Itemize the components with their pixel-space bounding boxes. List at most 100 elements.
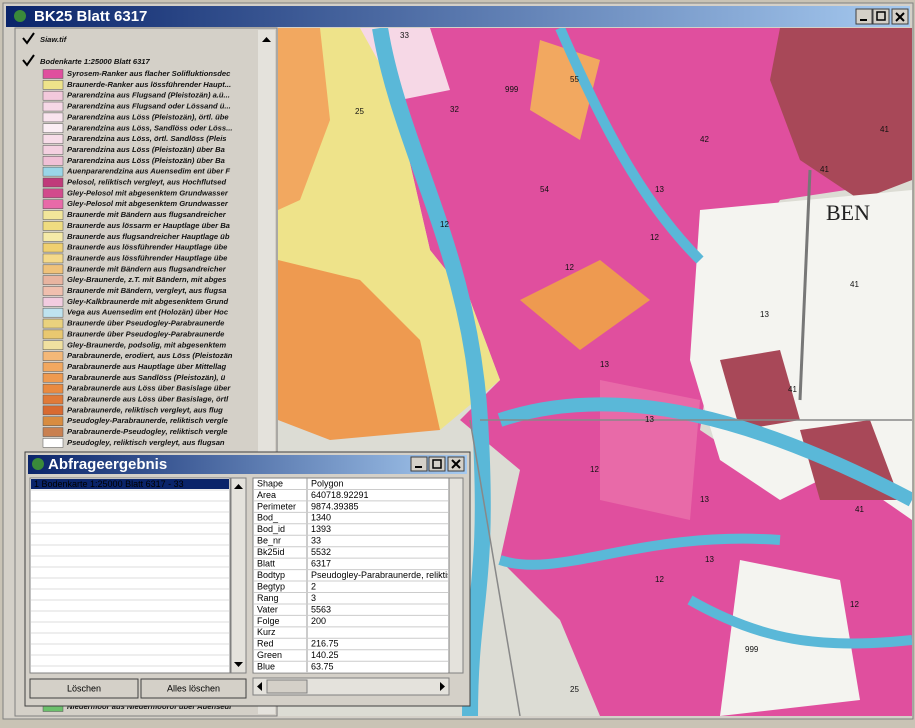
query-dialog: Abfrageergebnis 1 Bodenkarte 1:25000 Bla… [24, 451, 471, 707]
legend-swatch [42, 145, 64, 155]
map-label: 13 [600, 360, 609, 369]
legend-swatch [42, 156, 64, 166]
attribute-value: 5563 [311, 604, 331, 614]
attribute-value: 33 [311, 536, 321, 546]
legend-swatch [42, 123, 64, 133]
legend-swatch [42, 405, 64, 416]
attribute-value: 140.25 [311, 650, 339, 660]
map-label: 42 [700, 135, 709, 144]
map-label: 12 [565, 263, 574, 272]
legend-swatch [42, 210, 64, 220]
attribute-value: 216.75 [311, 639, 339, 649]
attribute-value: 2 [311, 581, 316, 591]
dialog-title-bar [28, 455, 467, 474]
map-label: 13 [705, 555, 714, 564]
legend-swatch [42, 166, 64, 177]
minimize-button[interactable] [855, 8, 873, 25]
map-label: 25 [570, 685, 579, 694]
legend-label: Pseudogley, reliktisch vergleyt, aus flu… [67, 438, 225, 447]
window-controls[interactable] [855, 8, 909, 25]
maximize-button[interactable] [428, 456, 446, 472]
map-label: 55 [570, 75, 579, 84]
attribute-key: Kurz [257, 627, 276, 637]
legend-swatch [42, 232, 64, 242]
table-scrollbar[interactable] [448, 477, 464, 674]
button[interactable] [140, 678, 247, 699]
attribute-value: 6317 [311, 559, 331, 569]
legend-label: Pararendzina aus Löss (Pleistozän) über … [67, 145, 225, 154]
attribute-key: Bodtyp [257, 570, 285, 580]
attribute-value: 3 [311, 593, 316, 603]
legend-label: Parabraunerde aus Sandlöss (Pleistozän),… [67, 373, 226, 382]
legend-swatch [42, 69, 64, 79]
legend-swatch [42, 362, 64, 372]
attribute-key: Vater [257, 604, 278, 614]
minimize-button[interactable] [410, 456, 428, 472]
legend-swatch [42, 80, 64, 90]
button-label[interactable]: Löschen [67, 683, 101, 693]
legend-label: Parabraunerde aus Löss über Basislage, ö… [67, 395, 229, 404]
map-label: 41 [855, 505, 864, 514]
legend-label: Pararendzina aus Flugsand oder Lössand ü… [67, 102, 231, 111]
map-label: 13 [700, 495, 709, 504]
legend-label: Braunerde aus lössarm er Hauptlage über … [67, 221, 230, 230]
legend-label: Braunerde mit Bändern, vergleyt, aus flu… [67, 286, 227, 295]
legend-swatch [42, 394, 64, 405]
attribute-key: Be_nr [257, 536, 281, 546]
attribute-key: Begtyp [257, 581, 285, 591]
legend-label: Gley-Kalkbraunerde mit abgesenktem Grund [67, 297, 229, 306]
attribute-key: Blue [257, 662, 275, 672]
legend-label: Pararendzina aus Löss (Pleistozän) über … [67, 156, 225, 165]
legend-label: Pararendzina aus Löss (Pleistozän), örtl… [67, 112, 229, 121]
legend-swatch [42, 383, 64, 394]
legend-swatch [42, 286, 64, 296]
legend-swatch [42, 242, 64, 253]
layer-name[interactable]: Siaw.tif [40, 35, 68, 44]
legend-label: Parabraunerde, reliktisch vergleyt, aus … [67, 405, 223, 414]
layer-name[interactable]: Bodenkarte 1:25000 Blatt 6317 [40, 57, 151, 66]
list-scrollbar[interactable] [230, 477, 247, 674]
legend-label: Braunerde aus lössführender Hauptlage üb… [67, 243, 228, 252]
map[interactable]: 33 12 13 41 999 55 25 32 54 12 13 41 12 … [278, 28, 912, 716]
legend-swatch [42, 340, 64, 350]
map-label: 33 [400, 31, 409, 40]
legend-swatch [42, 199, 64, 209]
legend-swatch [42, 112, 64, 123]
button[interactable] [29, 678, 139, 699]
legend-label: Braunerde-Ranker aus lössführender Haupt… [67, 80, 231, 89]
attribute-value: 200 [311, 616, 326, 626]
map-label: 999 [505, 85, 519, 94]
legend-label: Pelosol, reliktisch vergleyt, aus Hochfl… [67, 178, 226, 187]
legend-label: Vega aus Auensedim ent (Holozän) über Ho… [67, 308, 229, 317]
attribute-key: Perimeter [257, 501, 296, 511]
legend-label: Parabraunerde-Pseudogley, reliktisch ver… [67, 427, 228, 436]
map-label: 54 [540, 185, 549, 194]
legend-label: Braunerde aus lössführender Hauptlage üb… [67, 253, 228, 262]
attribute-key: Green [257, 650, 282, 660]
map-label: 999 [745, 645, 759, 654]
legend-swatch [42, 297, 64, 307]
legend-swatch [42, 264, 64, 275]
legend-label: Pararendzina aus Löss, Sandlöss oder Lös… [67, 123, 232, 132]
results-list[interactable] [29, 477, 231, 674]
legend-label: Gley-Pelosol mit abgesenktem Grundwasser [67, 188, 229, 197]
attribute-value: 640718.92291 [311, 490, 369, 500]
map-label: 12 [655, 575, 664, 584]
legend-label: Pararendzina aus Löss, örtl. Sandlöss (P… [67, 134, 227, 143]
attribute-value: 1393 [311, 524, 331, 534]
attribute-key: Area [257, 490, 276, 500]
legend-swatch [42, 101, 64, 112]
map-label: 41 [788, 385, 797, 394]
legend-label: Braunerde mit Bändern aus flugsandreiche… [67, 264, 227, 273]
legend-label: Parabraunerde aus Hauptlage über Mittell… [67, 362, 226, 371]
result-item[interactable]: 1 Bodenkarte 1:25000 Blatt 6317 - 33 [34, 479, 184, 489]
button-label[interactable]: Alles löschen [167, 683, 220, 693]
legend-label: Braunerde über Pseudogley-Parabraunerde [67, 329, 225, 338]
legend-swatch [42, 134, 64, 144]
legend-swatch [42, 373, 64, 383]
selected-row[interactable] [31, 479, 229, 489]
map-label: 41 [850, 280, 859, 289]
legend-label: Pseudogley-Parabraunerde, reliktisch ver… [67, 416, 229, 425]
legend-swatch [42, 427, 64, 437]
legend-swatch [42, 318, 64, 329]
